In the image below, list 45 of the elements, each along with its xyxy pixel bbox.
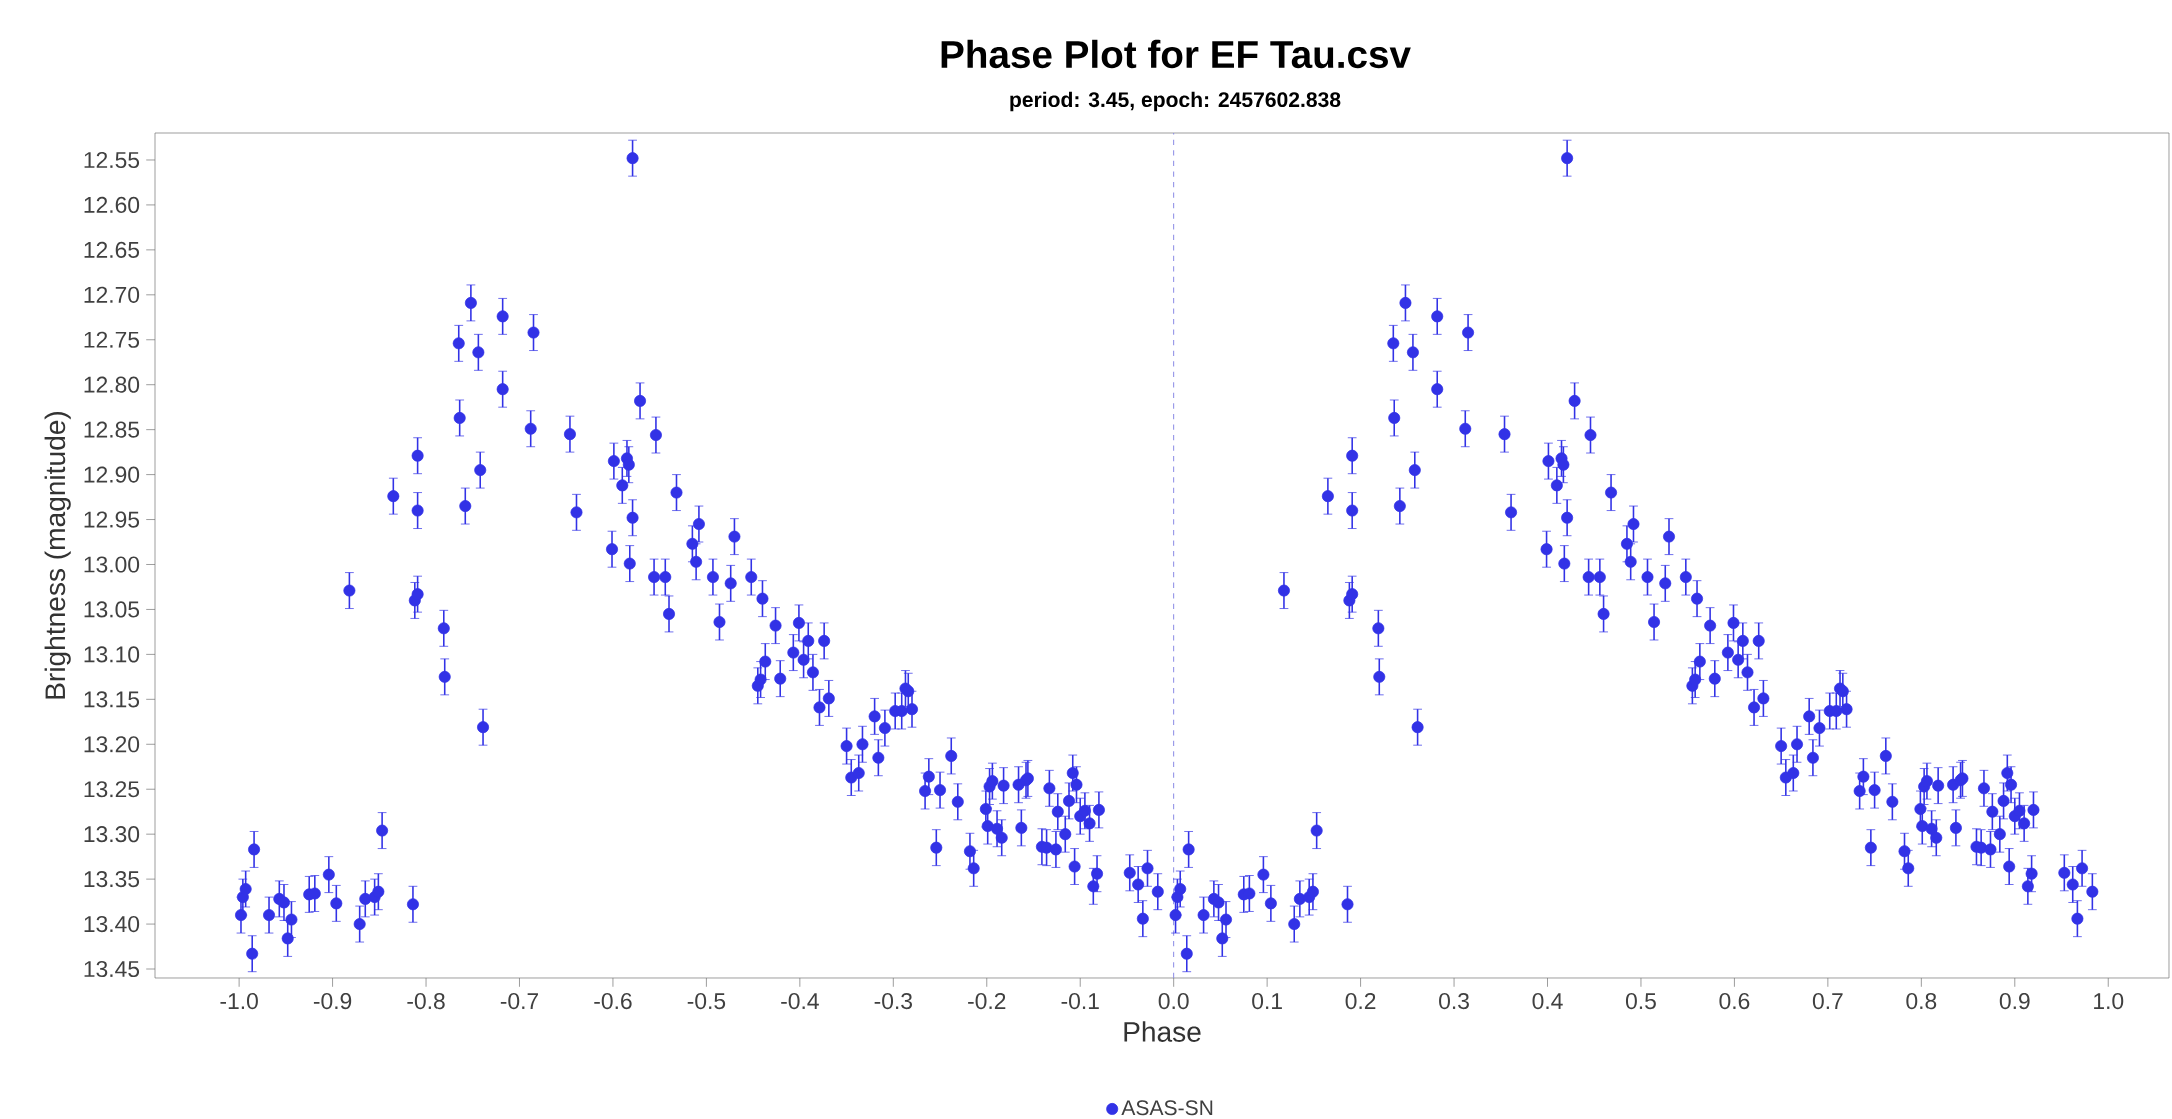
y-tick-label: 13.15 xyxy=(84,691,140,708)
y-axis-title: Brightness (magnitude) xyxy=(44,411,71,699)
x-tick-label: -0.7 xyxy=(500,992,539,1010)
x-tick-label: 1.0 xyxy=(2094,992,2124,1010)
x-tick-label: 0.2 xyxy=(1345,992,1376,1010)
x-tick-label: -0.6 xyxy=(594,992,632,1010)
x-tick-label: 0.1 xyxy=(1252,992,1282,1010)
x-tick-label: -1.0 xyxy=(220,992,258,1010)
x-tick-label: 0.3 xyxy=(1439,992,1469,1010)
x-tick-label: -0.8 xyxy=(407,992,445,1010)
y-tick-label: 13.40 xyxy=(84,915,140,933)
x-tick-label: -0.5 xyxy=(687,992,726,1010)
y-tick-label: 12.85 xyxy=(84,421,140,438)
x-tick-label: -0.4 xyxy=(781,992,819,1010)
y-tick-label: 12.90 xyxy=(84,466,140,483)
legend-label: ASAS-SN xyxy=(1121,1100,1213,1116)
x-tick-label: -0.1 xyxy=(1061,992,1099,1010)
x-tick-label: 0.4 xyxy=(1532,992,1563,1010)
x-tick-label: -0.2 xyxy=(968,992,1006,1010)
y-tick-label: 12.55 xyxy=(84,151,140,169)
y-tick-label: 12.60 xyxy=(84,196,140,214)
x-tick-label: 0.6 xyxy=(1719,992,1750,1010)
y-tick-label: 12.75 xyxy=(84,331,140,348)
x-tick-label: 0.7 xyxy=(1812,992,1843,1010)
y-tick-label: 13.00 xyxy=(84,556,140,573)
chart-title: Phase Plot for EF Tau.csv xyxy=(941,39,1411,69)
x-tick-label: 0.9 xyxy=(1999,992,2030,1010)
y-tick-label: 12.70 xyxy=(84,286,140,303)
y-tick-label: 13.30 xyxy=(84,826,140,843)
x-tick-label: -0.3 xyxy=(874,992,912,1010)
y-tick-label: 12.65 xyxy=(84,241,140,258)
y-tick-label: 13.05 xyxy=(84,601,140,618)
y-tick-label: 13.10 xyxy=(84,646,140,663)
x-tick-label: 0.5 xyxy=(1625,992,1656,1010)
x-tick-label: 0.0 xyxy=(1158,992,1189,1010)
x-axis-title: Phase xyxy=(1124,1021,1201,1042)
y-tick-label: 12.80 xyxy=(84,376,140,393)
x-tick-label: 0.8 xyxy=(1906,992,1937,1010)
y-tick-label: 13.35 xyxy=(84,871,140,888)
y-tick-label: 13.45 xyxy=(84,960,140,978)
y-tick-label: 12.95 xyxy=(84,511,140,528)
y-tick-label: 13.25 xyxy=(84,781,140,798)
x-tick-label: -0.9 xyxy=(313,992,352,1010)
y-tick-label: 13.20 xyxy=(84,736,140,753)
chart-subtitle: period: 3.45, epoch: 2457602.838 xyxy=(1010,91,1341,112)
